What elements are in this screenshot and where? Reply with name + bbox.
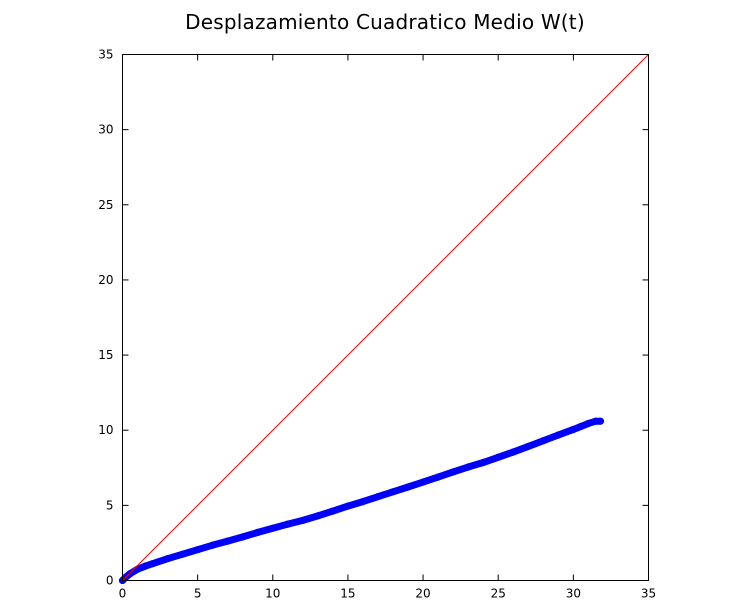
data-point [209, 541, 217, 549]
x-tick-label: 15 [340, 587, 355, 601]
data-point [419, 478, 427, 486]
x-tick-label: 10 [265, 587, 280, 601]
data-point [554, 431, 562, 439]
data-point [389, 488, 397, 496]
y-tick-label: 30 [98, 123, 113, 137]
tick-layer: 0 5 10 15 20 25 30 35 0 5 10 15 20 25 30 35 [98, 48, 656, 601]
data-point [224, 537, 232, 545]
plot-frame [122, 54, 649, 581]
data-point [148, 560, 157, 568]
x-tick-label: 35 [641, 587, 656, 601]
y-tick-label: 10 [98, 423, 113, 437]
x-tick-label: 30 [566, 587, 581, 601]
data-point [141, 562, 149, 570]
data-point [314, 512, 322, 520]
y-tick-label: 5 [106, 498, 114, 512]
data-point [269, 524, 277, 532]
data-point [434, 473, 442, 481]
x-tick-label: 0 [119, 587, 127, 601]
chart-title: Desplazamiento Cuadratico Medio W(t) [185, 10, 585, 34]
x-tick-label: 25 [491, 587, 506, 601]
data-point [359, 498, 367, 506]
data-point [374, 493, 382, 501]
data-point [179, 550, 187, 558]
data-point [584, 419, 592, 428]
data-point [596, 417, 605, 425]
data-point [284, 520, 292, 528]
data-point [524, 442, 532, 451]
data-point [329, 507, 337, 515]
reference-line [122, 54, 649, 581]
data-point [254, 528, 262, 537]
data-point [464, 463, 472, 471]
data-point [494, 453, 502, 461]
data-point [344, 502, 352, 510]
data-point [126, 570, 134, 578]
y-tick-label: 20 [98, 273, 113, 287]
data-point [404, 483, 412, 491]
x-tick-label: 20 [415, 587, 430, 601]
data-point [569, 425, 577, 434]
data-point [299, 516, 307, 524]
y-tick-label: 35 [98, 48, 113, 62]
data-point [239, 533, 247, 541]
data-point [479, 458, 487, 467]
y-tick-label: 15 [98, 348, 113, 362]
data-point [577, 422, 585, 431]
data-point [163, 555, 172, 563]
y-tick-label: 0 [106, 574, 114, 588]
series-layer [118, 54, 649, 585]
data-point [133, 565, 142, 573]
data-point [539, 437, 547, 445]
x-tick-label: 5 [194, 587, 202, 601]
data-point [194, 546, 202, 554]
data-point [509, 448, 517, 456]
data-point [449, 468, 457, 476]
y-tick-label: 25 [98, 198, 113, 212]
